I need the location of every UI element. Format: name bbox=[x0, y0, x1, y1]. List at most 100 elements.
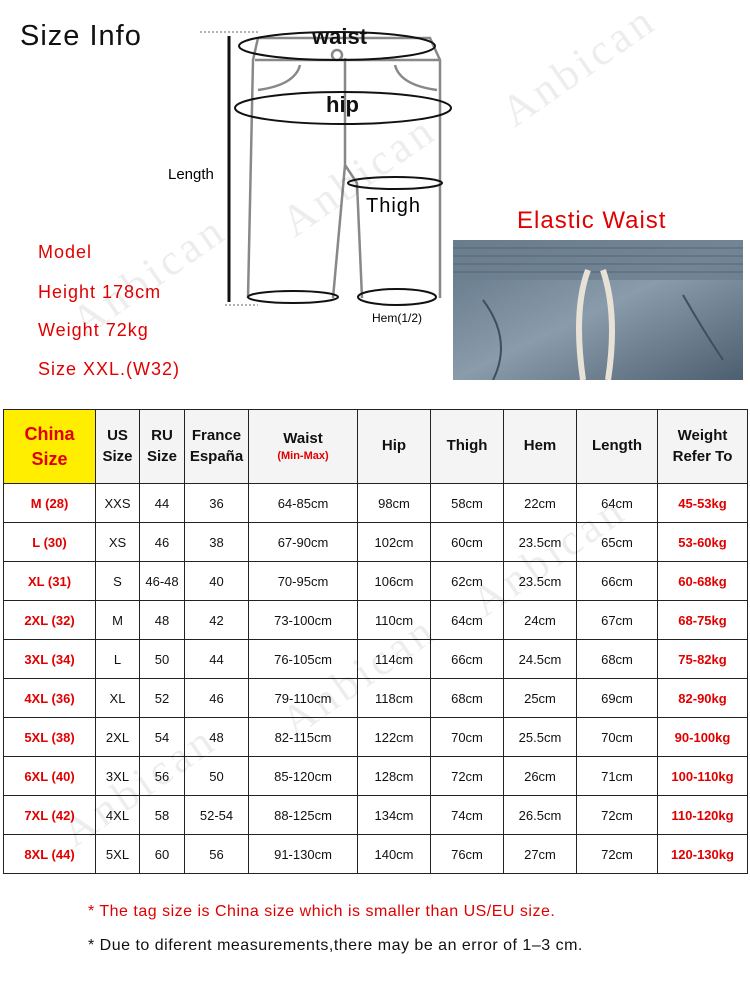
header-hem: Hem bbox=[503, 409, 577, 484]
page-title: Size Info bbox=[20, 20, 142, 52]
cell-length: 70cm bbox=[576, 717, 658, 757]
cell-weight: 53-60kg bbox=[657, 522, 748, 562]
cell-ru-size: 60 bbox=[139, 834, 185, 874]
cell-weight: 82-90kg bbox=[657, 678, 748, 718]
cell-hip: 114cm bbox=[357, 639, 431, 679]
cell-hip: 128cm bbox=[357, 756, 431, 796]
cell-weight: 100-110kg bbox=[657, 756, 748, 796]
table-row: 8XL (44) 5XL 60 56 91-130cm 140cm 76cm 27cm 72cm… bbox=[3, 834, 748, 874]
note-tag-size: * The tag size is China size which is sm… bbox=[88, 903, 556, 920]
note-measurement-error: * Due to diferent measurements,there may… bbox=[88, 937, 583, 954]
cell-france-espana: 50 bbox=[184, 756, 249, 796]
cell-france-espana: 52-54 bbox=[184, 795, 249, 835]
cell-us-size: 4XL bbox=[95, 795, 140, 835]
table-row: 7XL (42) 4XL 58 52-54 88-125cm 134cm 74cm 26.5c… bbox=[3, 795, 748, 835]
cell-length: 72cm bbox=[576, 795, 658, 835]
header-hip: Hip bbox=[357, 409, 431, 484]
hem-label: Hem(1/2) bbox=[372, 311, 423, 325]
cell-weight: 75-82kg bbox=[657, 639, 748, 679]
cell-france-espana: 48 bbox=[184, 717, 249, 757]
waist-ellipse bbox=[238, 31, 436, 61]
cell-hem: 26.5cm bbox=[503, 795, 577, 835]
header-length: Length bbox=[576, 409, 658, 484]
cell-france-espana: 56 bbox=[184, 834, 249, 874]
cell-france-espana: 36 bbox=[184, 483, 249, 523]
table-row: M (28) XXS 44 36 64-85cm 98cm 58cm 22cm 64cm 45-5… bbox=[3, 483, 748, 523]
cell-france-espana: 42 bbox=[184, 600, 249, 640]
cell-ru-size: 58 bbox=[139, 795, 185, 835]
cell-france-espana: 44 bbox=[184, 639, 249, 679]
cell-hem: 27cm bbox=[503, 834, 577, 874]
cell-china-size: L (30) bbox=[3, 522, 96, 562]
cell-weight: 60-68kg bbox=[657, 561, 748, 601]
cell-waist: 76-105cm bbox=[248, 639, 358, 679]
cell-length: 67cm bbox=[576, 600, 658, 640]
cell-us-size: XL bbox=[95, 678, 140, 718]
cell-us-size: M bbox=[95, 600, 140, 640]
table-row: 5XL (38) 2XL 54 48 82-115cm 122cm 70cm 25.5cm 70… bbox=[3, 717, 748, 757]
cell-waist: 73-100cm bbox=[248, 600, 358, 640]
cell-weight: 110-120kg bbox=[657, 795, 748, 835]
pocket-lines bbox=[257, 64, 438, 92]
cell-china-size: XL (31) bbox=[3, 561, 96, 601]
cell-hem: 22cm bbox=[503, 483, 577, 523]
table-row: XL (31) S 46-48 40 70-95cm 106cm 62cm 23.5cm 66c… bbox=[3, 561, 748, 601]
cell-hem: 23.5cm bbox=[503, 561, 577, 601]
cell-hip: 110cm bbox=[357, 600, 431, 640]
elastic-waist-photo bbox=[453, 240, 743, 380]
cell-thigh: 60cm bbox=[430, 522, 504, 562]
cell-us-size: 3XL bbox=[95, 756, 140, 796]
model-weight: Weight 72kg bbox=[38, 320, 149, 340]
waist-label: waist bbox=[312, 24, 368, 49]
model-height: Height 178cm bbox=[38, 282, 162, 302]
cell-waist: 70-95cm bbox=[248, 561, 358, 601]
cell-hip: 102cm bbox=[357, 522, 431, 562]
cell-thigh: 72cm bbox=[430, 756, 504, 796]
table-row: 2XL (32) M 48 42 73-100cm 110cm 64cm 24cm 67cm 68… bbox=[3, 600, 748, 640]
table-row: 3XL (34) L 50 44 76-105cm 114cm 66cm 24.5cm 68cm… bbox=[3, 639, 748, 679]
cell-thigh: 62cm bbox=[430, 561, 504, 601]
cell-weight: 45-53kg bbox=[657, 483, 748, 523]
header-france-espana: France España bbox=[184, 409, 249, 484]
cell-us-size: XS bbox=[95, 522, 140, 562]
cell-china-size: 6XL (40) bbox=[3, 756, 96, 796]
table-row: L (30) XS 46 38 67-90cm 102cm 60cm 23.5cm 65cm 53… bbox=[3, 522, 748, 562]
cell-waist: 64-85cm bbox=[248, 483, 358, 523]
header-ru-size: RU Size bbox=[139, 409, 185, 484]
cell-length: 65cm bbox=[576, 522, 658, 562]
button-icon bbox=[330, 48, 344, 62]
cell-waist: 67-90cm bbox=[248, 522, 358, 562]
elastic-waist-label: Elastic Waist bbox=[517, 207, 667, 234]
hem-ellipse-left bbox=[247, 290, 339, 304]
cell-thigh: 70cm bbox=[430, 717, 504, 757]
cell-ru-size: 52 bbox=[139, 678, 185, 718]
table-row: 4XL (36) XL 52 46 79-110cm 118cm 68cm 25cm 69cm 8… bbox=[3, 678, 748, 718]
cell-ru-size: 44 bbox=[139, 483, 185, 523]
table-row: 6XL (40) 3XL 56 50 85-120cm 128cm 72cm 26cm 71cm… bbox=[3, 756, 748, 796]
cell-us-size: XXS bbox=[95, 483, 140, 523]
size-chart-table: China Size US Size RU Size France España Wai… bbox=[3, 409, 748, 874]
cell-hip: 98cm bbox=[357, 483, 431, 523]
cell-waist: 91-130cm bbox=[248, 834, 358, 874]
cell-thigh: 76cm bbox=[430, 834, 504, 874]
cell-thigh: 58cm bbox=[430, 483, 504, 523]
cell-china-size: 2XL (32) bbox=[3, 600, 96, 640]
model-size: Size XXL.(W32) bbox=[38, 359, 181, 379]
cell-ru-size: 54 bbox=[139, 717, 185, 757]
cell-hem: 24cm bbox=[503, 600, 577, 640]
cell-length: 69cm bbox=[576, 678, 658, 718]
cell-length: 72cm bbox=[576, 834, 658, 874]
cell-thigh: 74cm bbox=[430, 795, 504, 835]
cell-china-size: 5XL (38) bbox=[3, 717, 96, 757]
length-label: Length bbox=[168, 166, 214, 183]
model-heading: Model bbox=[38, 242, 93, 262]
cell-length: 68cm bbox=[576, 639, 658, 679]
cell-waist: 82-115cm bbox=[248, 717, 358, 757]
cell-hem: 26cm bbox=[503, 756, 577, 796]
cell-hip: 140cm bbox=[357, 834, 431, 874]
cell-hem: 25cm bbox=[503, 678, 577, 718]
pants-outline bbox=[246, 36, 442, 299]
cell-hip: 106cm bbox=[357, 561, 431, 601]
cell-us-size: 5XL bbox=[95, 834, 140, 874]
cell-length: 64cm bbox=[576, 483, 658, 523]
